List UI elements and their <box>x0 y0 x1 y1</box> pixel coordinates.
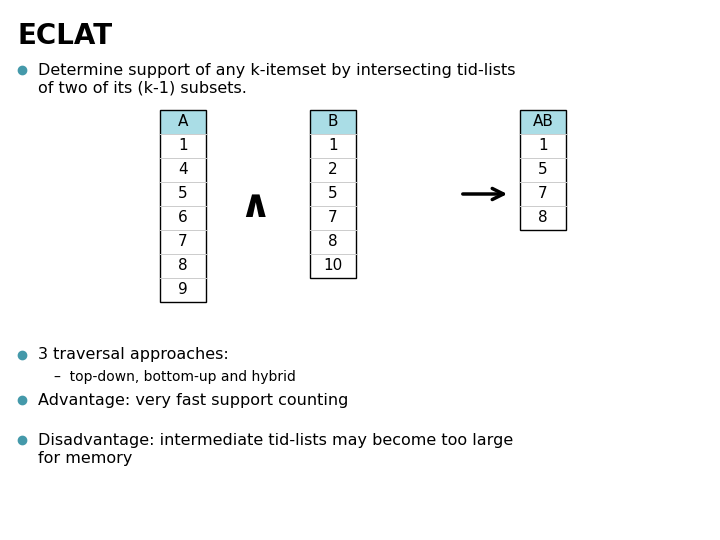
Bar <box>310 110 356 278</box>
Bar <box>520 182 566 206</box>
Bar <box>310 158 356 182</box>
Bar <box>310 206 356 230</box>
Text: of two of its (k-1) subsets.: of two of its (k-1) subsets. <box>38 80 247 96</box>
Text: 2: 2 <box>328 163 338 178</box>
Bar <box>160 110 206 134</box>
Bar <box>310 254 356 278</box>
Text: 7: 7 <box>178 234 188 249</box>
Text: AB: AB <box>533 114 554 130</box>
Text: 4: 4 <box>178 163 188 178</box>
Text: A: A <box>178 114 188 130</box>
Text: 8: 8 <box>328 234 338 249</box>
Text: 7: 7 <box>328 211 338 226</box>
Text: 1: 1 <box>178 138 188 153</box>
Bar <box>520 110 566 134</box>
Bar <box>310 230 356 254</box>
Text: 9: 9 <box>178 282 188 298</box>
Bar <box>520 110 566 230</box>
Bar <box>310 182 356 206</box>
Text: 10: 10 <box>323 259 343 273</box>
Text: 8: 8 <box>178 259 188 273</box>
Bar <box>310 110 356 134</box>
Text: 1: 1 <box>538 138 548 153</box>
Text: B: B <box>328 114 338 130</box>
Text: Advantage: very fast support counting: Advantage: very fast support counting <box>38 393 348 408</box>
Bar <box>160 230 206 254</box>
Bar <box>520 134 566 158</box>
Bar <box>160 110 206 302</box>
Bar <box>160 182 206 206</box>
Text: 6: 6 <box>178 211 188 226</box>
Text: 1: 1 <box>328 138 338 153</box>
Text: 5: 5 <box>178 186 188 201</box>
Text: 5: 5 <box>328 186 338 201</box>
Text: 7: 7 <box>538 186 548 201</box>
Text: for memory: for memory <box>38 451 132 467</box>
Bar <box>520 158 566 182</box>
Bar <box>160 158 206 182</box>
Text: Disadvantage: intermediate tid-lists may become too large: Disadvantage: intermediate tid-lists may… <box>38 433 513 448</box>
Text: 5: 5 <box>538 163 548 178</box>
Bar <box>160 134 206 158</box>
Text: 3 traversal approaches:: 3 traversal approaches: <box>38 348 229 362</box>
Bar <box>160 278 206 302</box>
Bar <box>520 206 566 230</box>
Text: ECLAT: ECLAT <box>18 22 113 50</box>
Bar <box>310 134 356 158</box>
Text: Determine support of any k-itemset by intersecting tid-lists: Determine support of any k-itemset by in… <box>38 63 516 78</box>
Text: –  top-down, bottom-up and hybrid: – top-down, bottom-up and hybrid <box>54 370 296 384</box>
Text: ∧: ∧ <box>239 187 271 225</box>
Text: 8: 8 <box>538 211 548 226</box>
Bar <box>160 206 206 230</box>
Bar <box>160 254 206 278</box>
